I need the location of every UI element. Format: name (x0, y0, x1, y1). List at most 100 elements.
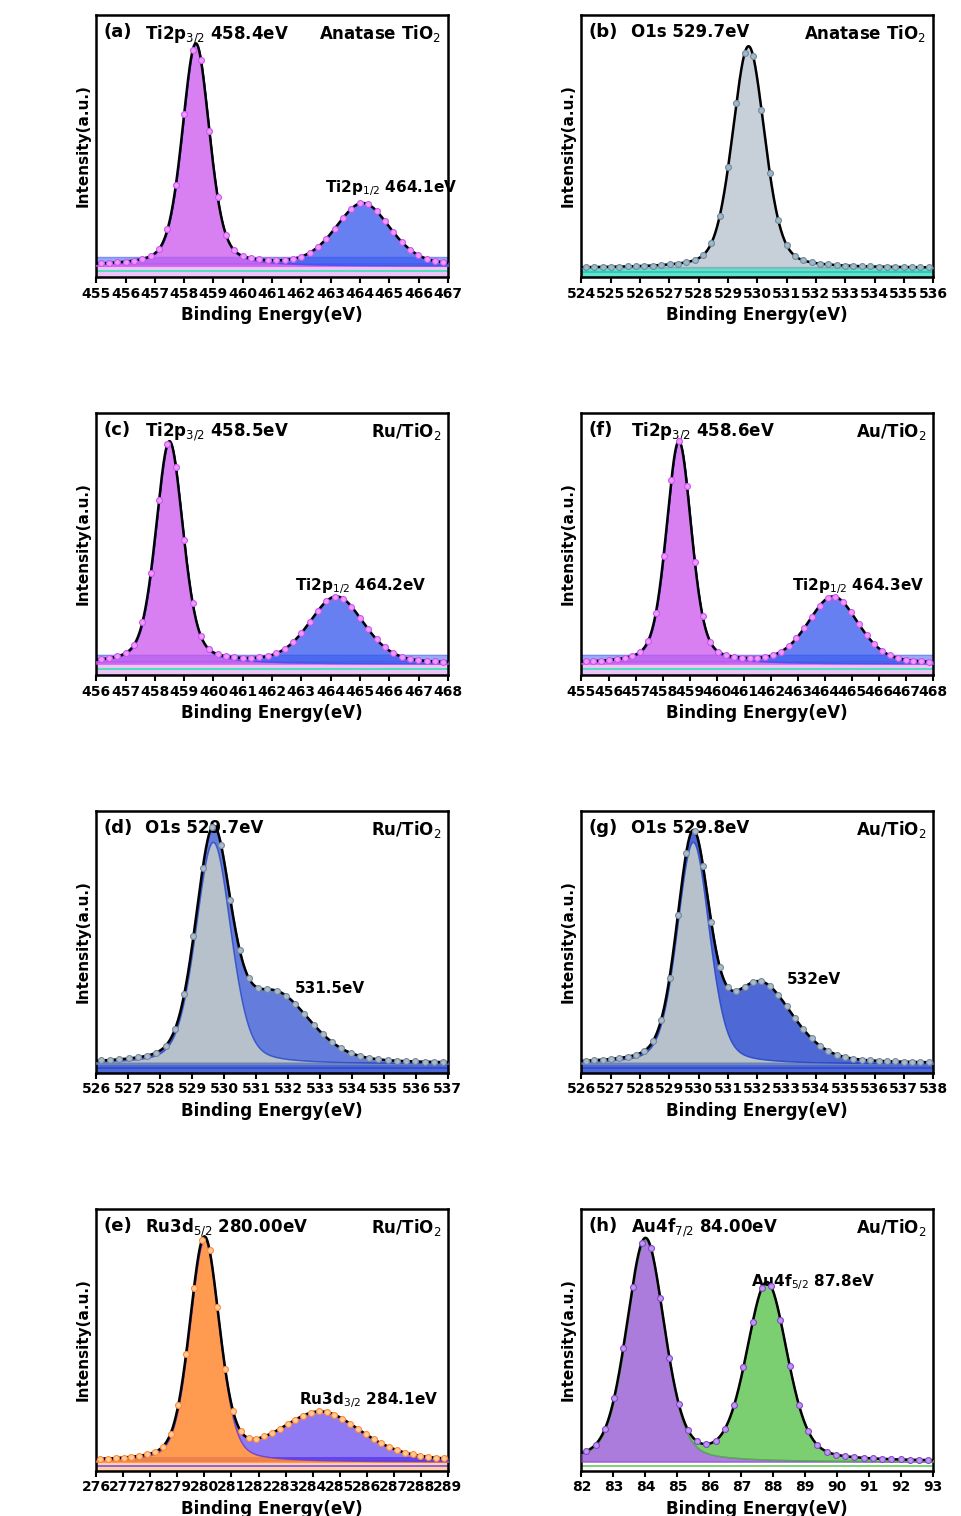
Point (653, 253, 668, 277)
Point (225, 1399, 240, 1424)
Point (845, 1046, 860, 1070)
Point (586, 1048, 602, 1072)
Point (720, 975, 735, 999)
Point (578, 649, 593, 673)
Point (272, 1416, 287, 1440)
Point (733, 646, 749, 670)
Point (327, 585, 342, 609)
Point (726, 644, 741, 669)
Point (334, 1407, 350, 1431)
Point (193, 625, 209, 649)
Point (786, 244, 801, 268)
Point (605, 1386, 621, 1410)
Point (661, 252, 677, 276)
X-axis label: Binding Energy(eV): Binding Energy(eV) (666, 1499, 848, 1516)
Point (268, 249, 283, 273)
Point (663, 467, 678, 491)
Point (862, 1048, 877, 1072)
Point (786, 1007, 801, 1031)
Text: (a): (a) (103, 23, 132, 41)
Point (306, 1013, 321, 1037)
Point (303, 1401, 318, 1425)
Point (912, 1051, 927, 1075)
Point (628, 1043, 643, 1067)
Point (702, 631, 718, 655)
Text: O1s 529.8eV: O1s 529.8eV (630, 819, 749, 837)
Point (826, 585, 842, 609)
Point (377, 209, 392, 233)
Y-axis label: Intensity(a.u.): Intensity(a.u.) (76, 482, 90, 605)
Point (126, 632, 141, 656)
Point (828, 1043, 844, 1067)
Point (108, 1446, 123, 1471)
Point (828, 253, 844, 277)
Point (624, 644, 639, 669)
Point (213, 834, 229, 858)
Point (233, 1419, 248, 1443)
Point (435, 250, 451, 274)
Point (285, 247, 301, 271)
Point (710, 640, 726, 664)
Point (218, 223, 234, 247)
Point (883, 1448, 899, 1472)
Point (295, 1404, 310, 1428)
Point (373, 1431, 388, 1455)
Point (837, 1045, 852, 1069)
Point (176, 528, 191, 552)
Y-axis label: Intensity(a.u.): Intensity(a.u.) (76, 1278, 90, 1401)
Point (661, 966, 677, 990)
Point (277, 247, 292, 271)
Text: Au4f$_{5/2}$ 87.8eV: Au4f$_{5/2}$ 87.8eV (751, 1272, 875, 1292)
Text: Au4f$_{7/2}$ 84.00eV: Au4f$_{7/2}$ 84.00eV (630, 1217, 776, 1239)
Point (397, 1440, 412, 1464)
Point (130, 1045, 145, 1069)
Point (678, 840, 693, 864)
Text: (h): (h) (588, 1217, 617, 1234)
Point (319, 1399, 334, 1424)
Point (162, 1422, 178, 1446)
Point (343, 197, 358, 221)
Point (843, 600, 858, 625)
Point (280, 1411, 295, 1436)
Point (772, 1308, 787, 1333)
Point (790, 1393, 805, 1417)
Point (227, 646, 242, 670)
Point (382, 1436, 397, 1460)
Point (416, 1049, 431, 1073)
Point (702, 910, 718, 934)
Point (905, 649, 921, 673)
Point (895, 1049, 910, 1073)
Point (259, 644, 275, 669)
Point (194, 1228, 209, 1252)
Point (694, 605, 709, 629)
Point (866, 632, 881, 656)
Point (874, 1446, 889, 1471)
Point (764, 643, 779, 667)
Point (862, 255, 877, 279)
Point (753, 99, 769, 123)
Point (853, 1048, 869, 1072)
Text: (e): (e) (103, 1217, 132, 1234)
Point (250, 976, 265, 1001)
Point (427, 249, 442, 273)
Point (818, 1440, 833, 1464)
Point (101, 250, 116, 274)
Point (428, 1446, 443, 1471)
Text: Ru/TiO$_2$: Ru/TiO$_2$ (370, 819, 440, 840)
Point (585, 649, 601, 673)
Point (333, 1037, 349, 1061)
Point (711, 955, 727, 979)
Y-axis label: Intensity(a.u.): Intensity(a.u.) (560, 482, 576, 605)
Point (819, 587, 834, 611)
Point (853, 255, 869, 279)
Point (820, 1038, 835, 1063)
Point (310, 599, 326, 623)
Point (645, 253, 660, 277)
Point (389, 1049, 405, 1073)
Point (901, 1448, 917, 1472)
Point (155, 1434, 170, 1458)
Point (594, 255, 609, 279)
Point (195, 857, 210, 881)
Point (695, 243, 710, 267)
Text: 532eV: 532eV (786, 972, 840, 987)
